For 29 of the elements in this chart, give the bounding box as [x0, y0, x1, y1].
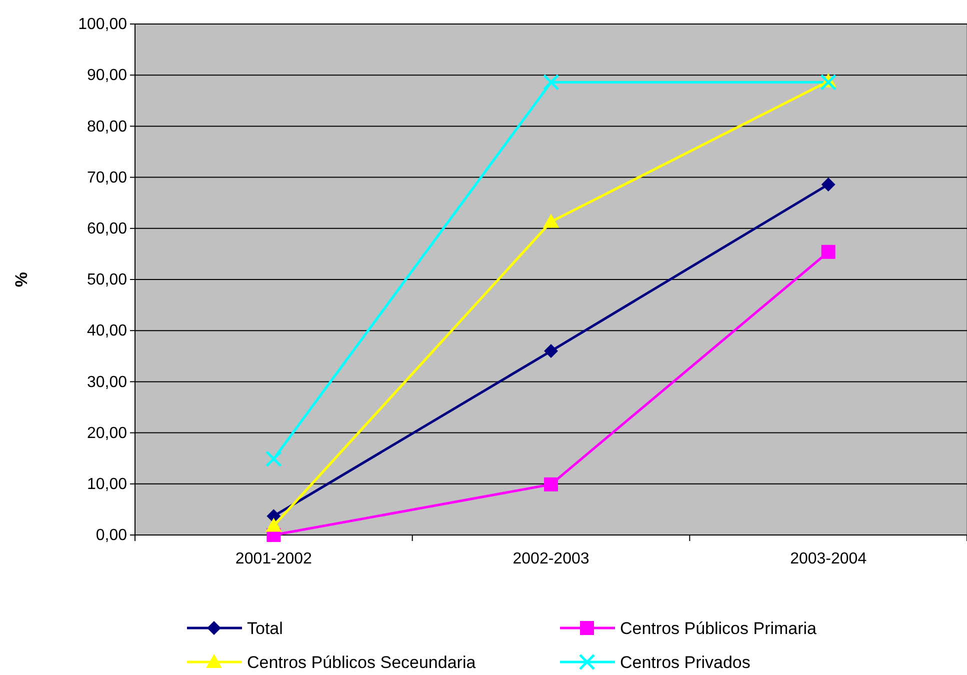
- legend-label: Centros Públicos Seceundaria: [247, 652, 476, 672]
- legend-label: Centros Privados: [620, 652, 750, 672]
- x-tick-label: 2001-2002: [235, 550, 312, 568]
- y-tick-label: 10,00: [86, 476, 128, 494]
- legend-label: Centros Públicos Primaria: [620, 618, 818, 638]
- point: [821, 244, 836, 259]
- legend-label: Total: [247, 618, 283, 638]
- y-tick-label: 60,00: [86, 220, 128, 238]
- y-tick-label: 20,00: [86, 424, 128, 442]
- point: [820, 74, 837, 91]
- point: [544, 477, 558, 492]
- point: [544, 344, 558, 358]
- x-tick-label: 2003-2004: [790, 550, 867, 568]
- y-axis-title: %: [12, 272, 31, 288]
- y-tick-label: 40,00: [86, 322, 128, 340]
- point: [543, 214, 559, 228]
- point: [266, 509, 281, 524]
- y-tick-label: 80,00: [86, 118, 128, 136]
- point: [266, 518, 282, 532]
- y-tick-label: 90,00: [86, 67, 128, 84]
- y-tick-label: 0,00: [96, 527, 128, 544]
- x-tick-label: 2002-2003: [512, 550, 590, 568]
- y-tick-label: 50,00: [86, 272, 128, 289]
- y-tick-label: 100,00: [78, 16, 128, 34]
- point: [542, 74, 560, 91]
- point: [821, 177, 836, 192]
- y-tick-label: 30,00: [86, 374, 128, 391]
- y-tick-label: 70,00: [86, 169, 128, 186]
- point: [265, 450, 282, 468]
